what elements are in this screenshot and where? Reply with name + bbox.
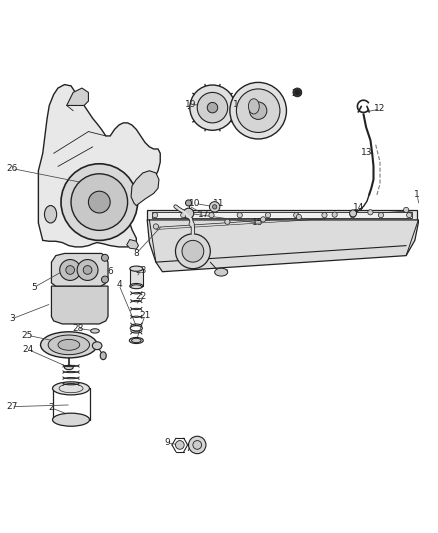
Bar <box>152 212 412 218</box>
Circle shape <box>237 213 242 218</box>
Circle shape <box>102 254 109 261</box>
Ellipse shape <box>130 284 143 289</box>
Text: 6: 6 <box>107 267 113 276</box>
Text: 13: 13 <box>361 148 373 157</box>
Ellipse shape <box>100 352 106 360</box>
Circle shape <box>403 207 409 213</box>
Text: 12: 12 <box>374 104 386 114</box>
Circle shape <box>77 260 98 280</box>
Text: 4: 4 <box>116 280 122 289</box>
Text: 23: 23 <box>135 266 146 276</box>
Circle shape <box>60 260 81 280</box>
Circle shape <box>230 83 286 139</box>
Circle shape <box>207 102 218 113</box>
Text: 9: 9 <box>164 438 170 447</box>
Circle shape <box>250 102 267 119</box>
Text: 21: 21 <box>139 311 151 320</box>
Text: 15: 15 <box>252 219 264 228</box>
Text: 20: 20 <box>292 89 303 98</box>
Text: 7: 7 <box>186 444 191 453</box>
Circle shape <box>153 224 159 229</box>
Text: 8: 8 <box>134 249 139 258</box>
Text: 2: 2 <box>49 403 54 413</box>
Ellipse shape <box>53 413 89 426</box>
Circle shape <box>83 265 92 274</box>
Text: 3: 3 <box>9 314 15 323</box>
Circle shape <box>182 240 204 262</box>
Circle shape <box>180 213 186 218</box>
Circle shape <box>152 213 158 218</box>
Polygon shape <box>51 254 108 286</box>
Circle shape <box>350 213 355 218</box>
Ellipse shape <box>64 365 73 370</box>
Text: 17: 17 <box>198 210 209 219</box>
Ellipse shape <box>53 382 89 395</box>
Circle shape <box>322 213 327 218</box>
Circle shape <box>176 441 184 449</box>
Circle shape <box>71 174 127 230</box>
Text: 28: 28 <box>72 324 83 333</box>
Text: 27: 27 <box>7 402 18 411</box>
Circle shape <box>368 209 373 215</box>
Circle shape <box>189 222 194 227</box>
Text: 11: 11 <box>213 199 225 208</box>
Polygon shape <box>67 88 88 106</box>
Circle shape <box>350 210 357 217</box>
Circle shape <box>295 90 300 94</box>
Circle shape <box>197 92 228 123</box>
Text: 16: 16 <box>187 255 199 264</box>
Ellipse shape <box>92 342 102 350</box>
Text: 1: 1 <box>414 190 420 199</box>
Text: 19: 19 <box>185 100 197 109</box>
Text: 24: 24 <box>22 345 33 354</box>
Text: 22: 22 <box>135 293 146 302</box>
Circle shape <box>209 201 220 212</box>
Ellipse shape <box>48 335 89 354</box>
Polygon shape <box>39 85 160 247</box>
Circle shape <box>66 265 74 274</box>
Circle shape <box>237 89 280 133</box>
Circle shape <box>185 200 191 206</box>
Ellipse shape <box>131 338 141 343</box>
Circle shape <box>184 208 194 219</box>
Text: 26: 26 <box>7 164 18 173</box>
Text: 10: 10 <box>189 199 201 208</box>
Bar <box>147 211 417 220</box>
Circle shape <box>225 219 230 224</box>
Text: 18: 18 <box>233 100 244 109</box>
Ellipse shape <box>58 340 80 350</box>
Ellipse shape <box>129 337 143 344</box>
Polygon shape <box>127 239 138 249</box>
Ellipse shape <box>91 329 99 333</box>
Circle shape <box>293 213 299 218</box>
Circle shape <box>190 85 235 130</box>
Circle shape <box>176 234 210 269</box>
Ellipse shape <box>248 99 259 114</box>
Text: 5: 5 <box>31 283 37 292</box>
Ellipse shape <box>130 266 143 271</box>
Circle shape <box>332 212 337 217</box>
Circle shape <box>88 191 110 213</box>
Polygon shape <box>51 286 108 324</box>
Ellipse shape <box>41 332 97 358</box>
Circle shape <box>193 441 201 449</box>
Polygon shape <box>131 171 159 206</box>
Ellipse shape <box>215 268 228 276</box>
Circle shape <box>209 213 214 218</box>
Circle shape <box>265 213 271 218</box>
Circle shape <box>212 205 217 209</box>
Circle shape <box>293 88 302 97</box>
Ellipse shape <box>45 206 57 223</box>
Circle shape <box>61 164 138 240</box>
Circle shape <box>378 213 384 218</box>
Circle shape <box>296 214 301 220</box>
Text: 25: 25 <box>22 331 33 340</box>
Circle shape <box>406 213 412 218</box>
Circle shape <box>102 276 109 283</box>
Text: 14: 14 <box>353 203 364 212</box>
Polygon shape <box>147 220 418 272</box>
Bar <box>130 269 143 286</box>
Circle shape <box>261 217 266 222</box>
Circle shape <box>188 436 206 454</box>
